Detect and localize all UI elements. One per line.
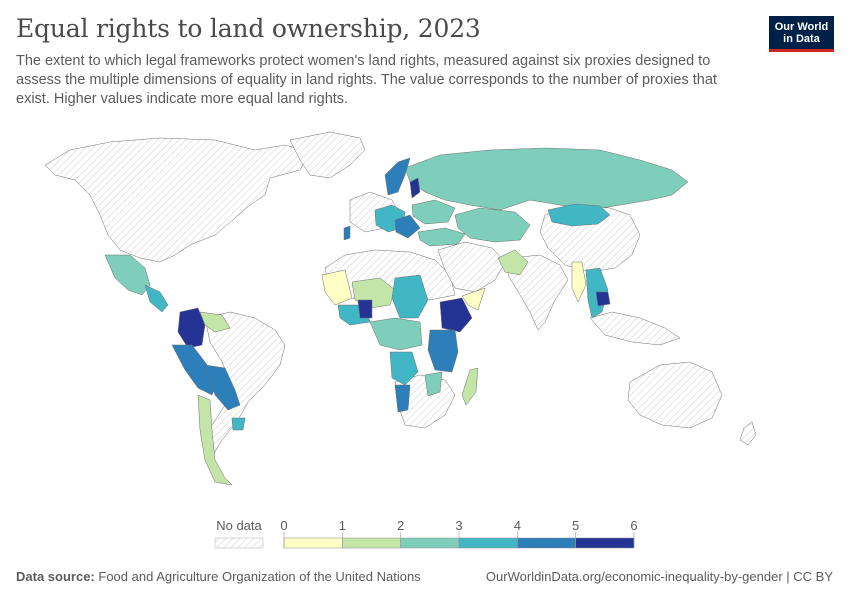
region-venezuela[interactable] bbox=[199, 311, 231, 333]
region-west-africa[interactable] bbox=[321, 269, 353, 306]
footer-source: Data source: Food and Agriculture Organi… bbox=[16, 569, 421, 584]
region-east-africa[interactable] bbox=[427, 329, 459, 373]
legend-tick-label-6: 6 bbox=[630, 518, 637, 533]
logo-line-1: Our World bbox=[774, 20, 829, 33]
region-chile-argentina[interactable] bbox=[197, 394, 233, 486]
region-north-america[interactable] bbox=[44, 137, 311, 263]
region-somalia[interactable] bbox=[461, 287, 486, 311]
legend-tick-label-2: 2 bbox=[397, 518, 404, 533]
chart-subtitle: The extent to which legal frameworks pro… bbox=[16, 53, 717, 107]
region-turkey[interactable] bbox=[417, 227, 466, 247]
region-new-zealand[interactable] bbox=[739, 421, 757, 446]
region-mexico[interactable] bbox=[104, 254, 151, 296]
legend-bin-4[interactable] bbox=[517, 537, 576, 549]
region-russia[interactable] bbox=[404, 147, 689, 211]
owid-logo[interactable]: Our World in Data bbox=[769, 16, 834, 52]
source-value[interactable]: Food and Agriculture Organization of the… bbox=[98, 569, 421, 584]
region-uruguay[interactable] bbox=[231, 417, 246, 431]
region-greenland[interactable] bbox=[289, 131, 366, 179]
region-bolivia[interactable] bbox=[204, 364, 241, 411]
legend-bin-1[interactable] bbox=[342, 537, 401, 549]
legend-no-data-label: No data bbox=[216, 518, 262, 533]
source-label: Data source: bbox=[16, 569, 95, 584]
region-central-america[interactable] bbox=[144, 284, 169, 313]
legend-bin-5[interactable] bbox=[575, 537, 635, 549]
map-legend: No data 0 1 2 3 4 5 6 bbox=[214, 518, 638, 549]
region-india[interactable] bbox=[507, 254, 569, 331]
region-mongolia[interactable] bbox=[547, 203, 611, 227]
legend-tick-label-0: 0 bbox=[280, 518, 287, 533]
region-nigeria[interactable] bbox=[357, 299, 373, 319]
region-portugal[interactable] bbox=[343, 225, 351, 241]
chart-title: Equal rights to land ownership, 2023 bbox=[16, 14, 481, 43]
region-namibia[interactable] bbox=[394, 384, 411, 413]
legend-bin-2[interactable] bbox=[400, 537, 460, 549]
legend-tick-label-3: 3 bbox=[455, 518, 462, 533]
region-australia[interactable] bbox=[627, 361, 723, 429]
region-southeast-asia-islands[interactable] bbox=[589, 311, 681, 346]
region-mozambique[interactable] bbox=[424, 371, 443, 397]
region-myanmar[interactable] bbox=[571, 261, 587, 303]
region-kazakhstan[interactable] bbox=[454, 207, 531, 243]
legend-ticks: 0 1 2 3 4 5 6 bbox=[280, 518, 638, 548]
region-colombia[interactable] bbox=[177, 307, 206, 349]
region-pakistan[interactable] bbox=[497, 249, 529, 276]
region-balkans[interactable] bbox=[394, 214, 421, 239]
region-angola[interactable] bbox=[389, 351, 419, 386]
legend-tick-label-1: 1 bbox=[339, 518, 346, 533]
legend-tick-label-4: 4 bbox=[514, 518, 521, 533]
footer-url[interactable]: OurWorldinData.org/economic-inequality-b… bbox=[485, 569, 833, 584]
logo-line-2: in Data bbox=[783, 32, 820, 45]
region-ukraine[interactable] bbox=[411, 199, 456, 225]
region-finland[interactable] bbox=[409, 177, 421, 199]
region-scandinavia[interactable] bbox=[384, 157, 411, 196]
region-central-africa[interactable] bbox=[369, 317, 423, 351]
region-sudan[interactable] bbox=[391, 274, 429, 319]
region-ethiopia[interactable] bbox=[439, 297, 473, 333]
region-middle-east[interactable] bbox=[437, 241, 506, 293]
legend-bin-3[interactable] bbox=[458, 537, 518, 549]
legend-no-data-swatch bbox=[214, 537, 264, 549]
region-madagascar[interactable] bbox=[461, 367, 479, 406]
world-map[interactable] bbox=[0, 118, 850, 518]
legend-tick-label-5: 5 bbox=[572, 518, 579, 533]
region-cambodia[interactable] bbox=[595, 291, 611, 307]
legend-bin-0[interactable] bbox=[283, 537, 343, 549]
